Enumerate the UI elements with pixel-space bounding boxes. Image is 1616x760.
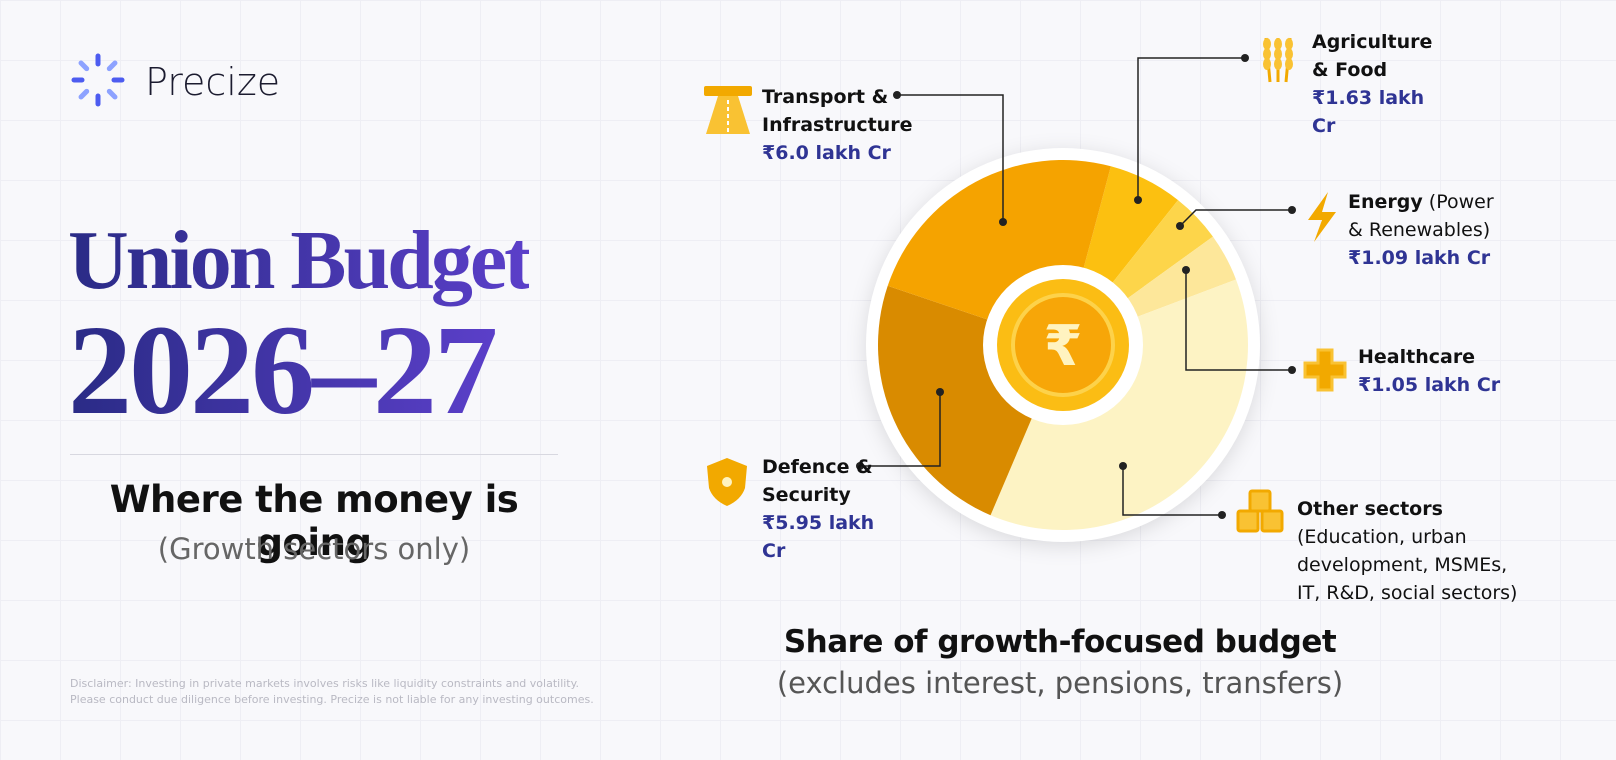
leader-dot — [1176, 222, 1184, 230]
leader-dot — [1218, 511, 1226, 519]
icon — [1263, 38, 1271, 50]
icon — [1274, 38, 1282, 50]
logo-dot — [78, 60, 90, 72]
icon — [1274, 48, 1282, 60]
logo-dot — [106, 60, 118, 72]
leader-line — [897, 94, 1004, 222]
pie-slice — [990, 279, 1249, 530]
category-label: Energy — [1348, 191, 1423, 213]
headline: Union Budget — [68, 214, 532, 307]
leader-line — [1179, 209, 1292, 227]
icon — [1285, 48, 1293, 60]
value-label: ₹1.05 lakh Cr — [1358, 374, 1501, 396]
subtitle-note: (Growth sectors only) — [157, 532, 471, 566]
icon — [1236, 509, 1260, 533]
category-label: Transport & Infrastructure — [762, 86, 913, 136]
leader-dot — [999, 218, 1007, 226]
leader-line — [1122, 466, 1222, 516]
category-label: Defence & Security — [762, 456, 873, 506]
leader-dot — [1241, 54, 1249, 62]
leader-dot — [936, 388, 944, 396]
leader-dot — [856, 462, 864, 470]
icon — [1263, 48, 1271, 60]
slice-label: Defence & Security ₹5.95 lakh Cr — [762, 453, 902, 565]
icon — [1285, 38, 1293, 50]
leader-line — [1137, 57, 1245, 200]
coin-inner — [1011, 293, 1115, 397]
subtitle: Where the money is going — [109, 478, 519, 564]
leader-dot — [1134, 196, 1142, 204]
leader-dot — [893, 91, 901, 99]
category-note: (Power & Renewables) — [1348, 191, 1494, 241]
icon — [704, 86, 752, 96]
slice-label: Energy (Power & Renewables) ₹1.09 lakh Cr — [1348, 188, 1508, 272]
value-label: ₹5.95 lakh Cr — [762, 512, 875, 562]
icon — [1308, 192, 1336, 242]
logo-dot — [106, 88, 118, 100]
chart-title: Share of growth-focused budget — [783, 624, 1337, 660]
category-label: Agriculture & Food — [1312, 31, 1433, 81]
category-label: Other sectors — [1297, 498, 1443, 520]
slice-label: Other sectors (Education, urban developme… — [1297, 495, 1532, 607]
category-label: Healthcare — [1358, 346, 1476, 368]
headline-year: 2026–27 — [68, 299, 498, 441]
value-label: ₹1.63 lakh Cr — [1312, 87, 1425, 137]
logo-dot — [78, 88, 90, 100]
chart-subtitle: (excludes interest, pensions, transfers) — [776, 666, 1344, 700]
leader-dot — [1288, 206, 1296, 214]
icon — [1248, 489, 1272, 513]
disclaimer: Disclaimer: Investing in private markets… — [70, 677, 594, 706]
icon — [1263, 58, 1271, 70]
icon — [1285, 58, 1293, 70]
icon — [1260, 509, 1284, 533]
coin-symbol: ₹ — [1044, 314, 1083, 379]
divider — [70, 454, 558, 455]
icon — [1274, 58, 1282, 70]
icon — [722, 477, 732, 487]
leader-line — [860, 392, 941, 467]
category-note: (Education, urban development, MSMEs, IT… — [1297, 526, 1518, 604]
slice-label: Healthcare ₹1.05 lakh Cr — [1358, 343, 1518, 399]
value-label: ₹6.0 lakh Cr — [762, 142, 891, 164]
slice-label: Agriculture & Food ₹1.63 lakh Cr — [1312, 28, 1452, 140]
leader-line — [1185, 270, 1292, 371]
slice-label: Transport & Infrastructure ₹6.0 lakh Cr — [762, 83, 912, 167]
leader-dot — [1182, 266, 1190, 274]
leader-dot — [1288, 366, 1296, 374]
brand: Precize — [145, 60, 281, 104]
leader-dot — [1119, 462, 1127, 470]
icon — [1303, 348, 1347, 392]
value-label: ₹1.09 lakh Cr — [1348, 247, 1491, 269]
